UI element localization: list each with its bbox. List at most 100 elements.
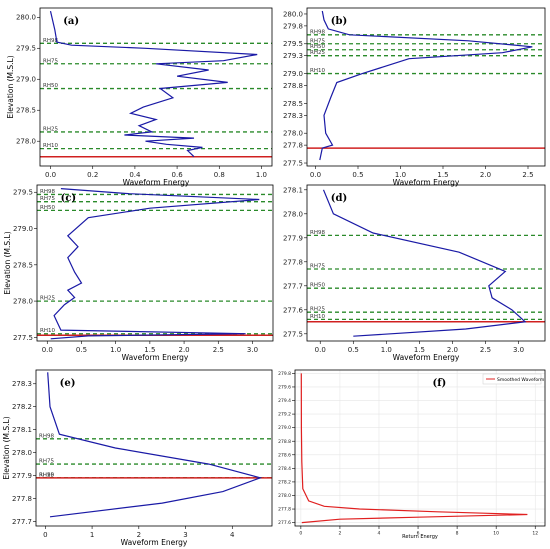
x-tick-label: 0.5: [352, 171, 363, 179]
rh-label: RH50: [310, 283, 325, 289]
x-tick-label: 2: [338, 531, 341, 537]
legend-box: [482, 373, 542, 385]
x-tick-label: 1.5: [414, 346, 425, 354]
x-tick-label: 1.5: [437, 171, 448, 179]
x-tick-label: 1.5: [144, 346, 155, 354]
rh-label: RH10: [39, 472, 54, 478]
x-tick-label: 3.0: [513, 346, 524, 354]
y-tick-label: 277.6: [283, 306, 304, 314]
y-tick-label: 279.6: [278, 385, 291, 391]
waveform-line: [322, 189, 527, 337]
plot-frame: [306, 184, 546, 342]
rh-label: RH10: [310, 68, 325, 74]
y-tick-label: 279.0: [13, 225, 33, 233]
x-tick-label: 0.0: [45, 171, 56, 179]
y-tick-label: 277.7: [283, 282, 303, 290]
y-tick-label: 277.5: [283, 330, 303, 338]
y-tick-label: 279.5: [16, 45, 36, 53]
x-tick-label: 12: [532, 531, 538, 537]
waveform-line: [47, 372, 263, 518]
x-tick-label: 2: [137, 531, 141, 539]
plot-frame: [35, 369, 273, 527]
rh-label: RH10: [43, 143, 58, 149]
y-tick-label: 280.0: [283, 10, 303, 18]
y-tick-label: 279.8: [278, 371, 291, 377]
x-axis-label: Waveform Energy: [123, 178, 190, 187]
y-tick-label: 278.0: [12, 449, 32, 457]
y-tick-label: 278.4: [278, 466, 291, 472]
rh-label: RH10: [40, 328, 55, 334]
y-axis-label: Elevation (M.S.L): [6, 55, 15, 118]
y-tick-label: 279.5: [283, 40, 303, 48]
x-tick-label: 2.5: [522, 171, 533, 179]
x-tick-label: 1: [90, 531, 94, 539]
y-tick-label: 278.0: [278, 493, 291, 499]
rh-label: RH50: [39, 472, 54, 478]
y-tick-label: 277.8: [283, 142, 303, 150]
x-tick-label: 3: [183, 531, 187, 539]
x-tick-label: 10: [493, 531, 499, 537]
waveform-line: [49, 10, 258, 158]
rh-label: RH75: [310, 38, 325, 44]
rh-label: RH50: [40, 205, 55, 211]
y-tick-label: 277.5: [13, 334, 33, 342]
y-tick-label: 278.8: [283, 82, 303, 90]
y-tick-label: 278.0: [16, 138, 36, 146]
y-tick-label: 279.0: [16, 76, 36, 84]
y-tick-label: 278.0: [13, 298, 33, 306]
y-tick-label: 278.6: [278, 452, 291, 458]
rh-label: RH10: [310, 314, 325, 320]
rh-label: RH75: [43, 58, 58, 64]
rh-label: RH25: [310, 307, 325, 313]
y-tick-label: 278.3: [12, 380, 32, 388]
rh-label: RH98: [310, 29, 325, 35]
x-tick-label: 1.0: [256, 171, 267, 179]
x-tick-label: 0.0: [315, 346, 326, 354]
panel-title: (c): [61, 193, 77, 204]
y-tick-label: 279.4: [278, 398, 291, 404]
x-tick-label: 0.5: [76, 346, 87, 354]
y-tick-label: 279.8: [283, 22, 303, 30]
panel-title: (d): [331, 193, 347, 204]
rh-label: RH25: [310, 50, 325, 56]
x-tick-label: 1.0: [381, 346, 392, 354]
chart-panel: RH10 RH25 RH50 RH75 RH98 0.0 0.2 0.4 0.6 0.8 1.0 27…: [6, 7, 273, 187]
waveform-line: [50, 188, 260, 340]
x-tick-label: 8: [456, 531, 459, 537]
panel-title: (a): [63, 16, 79, 27]
x-tick-label: 1.0: [395, 171, 406, 179]
rh-label: RH25: [43, 126, 58, 132]
y-axis-label: Elevation (M.S.L): [2, 416, 11, 479]
rh-label: RH25: [39, 472, 54, 478]
y-tick-label: 279.3: [283, 52, 303, 60]
y-tick-label: 278.2: [278, 479, 291, 485]
panel-title: (b): [331, 16, 347, 27]
x-tick-label: 0.5: [348, 346, 359, 354]
rh-label: RH75: [39, 459, 54, 465]
y-tick-label: 278.1: [12, 426, 32, 434]
y-tick-label: 277.8: [12, 495, 32, 503]
y-tick-label: 278.0: [283, 210, 303, 218]
rh-label: RH25: [40, 296, 55, 302]
x-tick-label: 2.5: [213, 346, 224, 354]
x-axis-label: Waveform Energy: [121, 538, 188, 547]
y-axis-label: Elevation (M.S.L): [3, 231, 12, 294]
y-tick-label: 278.1: [283, 186, 303, 194]
rh-label: RH98: [40, 189, 55, 195]
y-tick-label: 277.8: [278, 507, 291, 513]
rh-label: RH98: [39, 433, 54, 439]
plot-frame: [294, 369, 546, 527]
y-tick-label: 278.5: [16, 107, 36, 115]
x-tick-label: 0.0: [42, 346, 53, 354]
y-tick-label: 279.0: [283, 70, 303, 78]
rh-label: RH75: [40, 196, 55, 202]
x-tick-label: 0.0: [310, 171, 321, 179]
plot-frame: [39, 7, 273, 167]
legend-label: Smoothed Waveform: [497, 377, 544, 383]
y-tick-label: 277.9: [12, 472, 32, 480]
y-tick-label: 277.9: [283, 234, 303, 242]
